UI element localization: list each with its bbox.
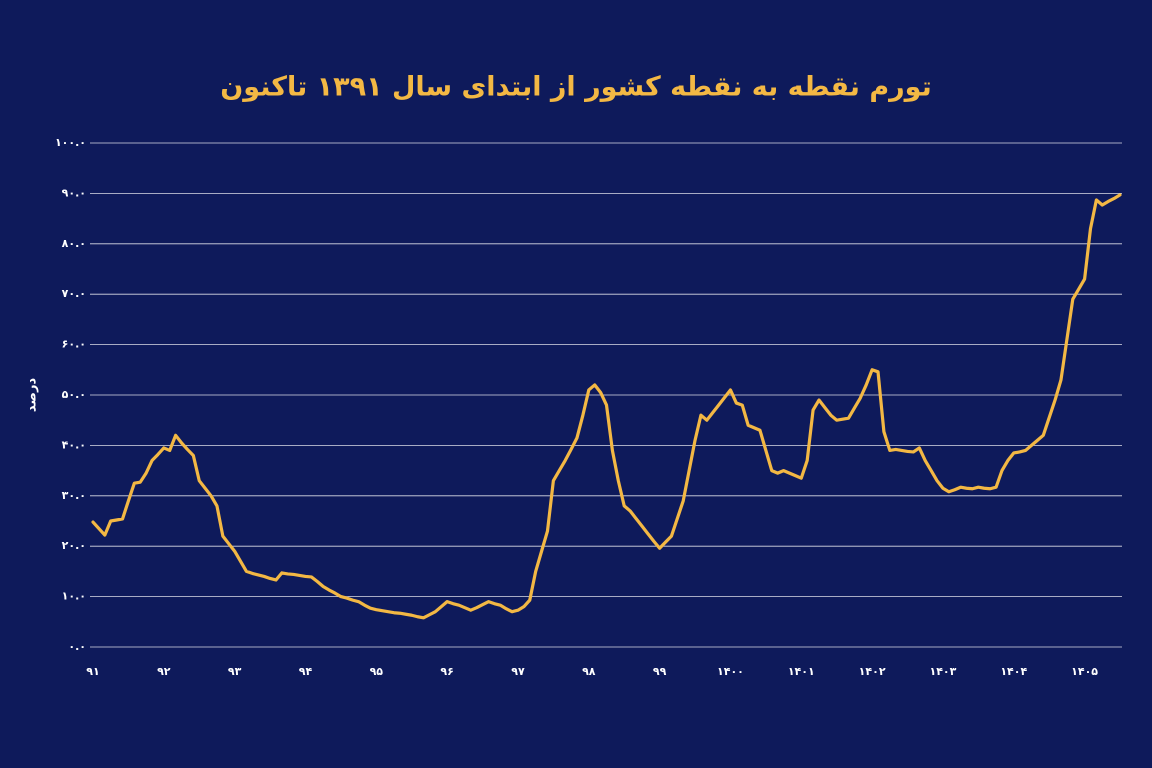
y-axis-label: درصد xyxy=(25,378,40,413)
y-tick-label: ۰.۰ xyxy=(68,640,86,653)
y-tick-label: ۹۰.۰ xyxy=(62,186,86,199)
chart-title: تورم نقطه به نقطه کشور از ابتدای سال ۱۳۹… xyxy=(220,72,931,103)
x-tick-label: ۹۷ xyxy=(511,665,525,678)
data-line xyxy=(91,193,1122,620)
x-tick-label: ۹۲ xyxy=(157,665,171,678)
x-tick-label: ۹۱ xyxy=(86,665,99,678)
y-tick-label: ۸۰.۰ xyxy=(62,237,86,250)
y-tick-label: ۷۰.۰ xyxy=(62,287,86,300)
y-tick-label: ۵۰.۰ xyxy=(62,388,86,401)
x-tick-label: ۹۶ xyxy=(440,665,453,678)
y-tick-label: ۶۰.۰ xyxy=(62,338,86,351)
y-tick-label: ۲۰.۰ xyxy=(62,539,86,552)
y-tick-label: ۱۰.۰ xyxy=(62,590,86,603)
x-tick-label: ۹۵ xyxy=(370,665,384,678)
x-tick-label: ۱۴۰۵ xyxy=(1071,665,1098,678)
x-tick-label: ۹۳ xyxy=(228,665,242,678)
x-tick-label: ۹۴ xyxy=(299,665,313,678)
y-tick-label: ۳۰.۰ xyxy=(62,489,86,502)
x-tick-label: ۹۸ xyxy=(582,665,596,678)
x-tick-label: ۱۴۰۳ xyxy=(930,665,957,678)
x-tick-label: ۱۴۰۲ xyxy=(859,665,886,678)
y-tick-label: ۴۰.۰ xyxy=(62,438,86,451)
x-tick-label: ۱۴۰۱ xyxy=(788,665,815,678)
x-tick-label: ۹۹ xyxy=(653,665,667,678)
y-tick-label: ۱۰۰.۰ xyxy=(55,136,86,149)
x-tick-label: ۱۴۰۴ xyxy=(1000,665,1027,678)
x-tick-label: ۱۴۰۰ xyxy=(717,665,744,678)
